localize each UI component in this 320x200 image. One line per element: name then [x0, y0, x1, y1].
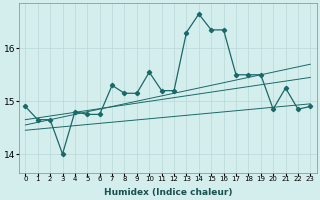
X-axis label: Humidex (Indice chaleur): Humidex (Indice chaleur) — [104, 188, 232, 197]
